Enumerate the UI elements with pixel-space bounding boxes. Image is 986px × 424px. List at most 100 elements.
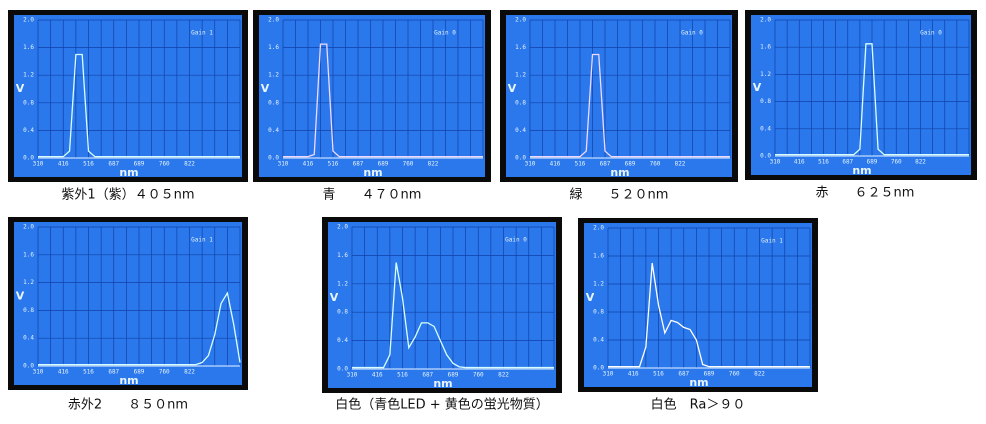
- gain-label: Gain 1: [191, 30, 213, 37]
- x-tick-label: 516: [653, 371, 664, 378]
- spectrum-line: [352, 262, 554, 369]
- caption: 青 ４７０nm: [323, 188, 422, 203]
- spectrum-line: [283, 43, 483, 158]
- x-tick-label: 416: [58, 369, 69, 376]
- y-tick-label: 0.0: [23, 155, 34, 162]
- y-tick-label: 1.6: [593, 253, 604, 260]
- x-tick-label: 687: [842, 159, 853, 166]
- spectrum-line: [608, 262, 810, 368]
- x-tick-label: 760: [159, 161, 170, 168]
- y-tick-label: 1.2: [268, 72, 279, 79]
- y-tick-label: 1.2: [593, 281, 604, 288]
- x-tick-label: 416: [303, 161, 314, 168]
- plot-area: [14, 222, 242, 385]
- x-tick-label: 760: [729, 371, 740, 378]
- y-tick-label: 2.0: [593, 225, 604, 232]
- y-tick-label: 1.6: [515, 44, 526, 51]
- x-tick-label: 687: [678, 371, 689, 378]
- x-tick-label: 310: [770, 159, 781, 166]
- caption: 赤外2 ８５０nm: [68, 398, 188, 413]
- plot-area: [328, 222, 556, 388]
- y-tick-label: 2.0: [23, 17, 34, 24]
- gain-label: Gain 0: [434, 30, 456, 37]
- y-tick-label: 1.2: [337, 280, 348, 287]
- x-tick-label: 822: [428, 161, 439, 168]
- caption: 緑 ５２０nm: [570, 188, 669, 203]
- x-tick-label: 822: [184, 161, 195, 168]
- y-tick-label: 0.8: [337, 309, 348, 316]
- x-axis-label: nm: [119, 166, 138, 179]
- y-tick-label: 0.8: [593, 309, 604, 316]
- y-tick-label: 0.8: [23, 307, 34, 314]
- y-tick-label: 0.0: [760, 153, 771, 160]
- x-tick-label: 310: [603, 371, 614, 378]
- x-tick-label: 689: [867, 159, 878, 166]
- y-axis-label: V: [16, 82, 25, 95]
- plot-area: [751, 15, 971, 175]
- y-tick-label: 0.4: [593, 337, 604, 344]
- x-tick-label: 416: [550, 161, 561, 168]
- x-tick-label: 310: [525, 161, 536, 168]
- y-tick-label: 1.6: [268, 44, 279, 51]
- x-axis-label: nm: [433, 377, 452, 390]
- x-tick-label: 516: [818, 159, 829, 166]
- y-tick-label: 0.0: [23, 363, 34, 370]
- x-tick-label: 310: [347, 372, 358, 379]
- x-tick-label: 689: [134, 369, 145, 376]
- x-axis-label: nm: [610, 166, 629, 179]
- chart-panel: 0.0 0.4 0.8 1.2 1.6 2.0 310 416 516 687 689 760 822 n…: [253, 10, 491, 203]
- y-tick-label: 1.2: [515, 72, 526, 79]
- y-tick-label: 1.6: [23, 44, 34, 51]
- x-axis-label: nm: [689, 376, 708, 389]
- x-tick-label: 416: [372, 372, 383, 379]
- y-axis-label: V: [753, 81, 762, 94]
- x-axis-label: nm: [852, 164, 871, 177]
- y-tick-label: 0.0: [268, 155, 279, 162]
- gain-label: Gain 0: [920, 30, 942, 37]
- gain-label: Gain 1: [761, 238, 783, 245]
- y-tick-label: 1.2: [23, 279, 34, 286]
- y-tick-label: 0.8: [515, 99, 526, 106]
- y-tick-label: 2.0: [23, 224, 34, 231]
- y-tick-label: 2.0: [268, 17, 279, 24]
- y-tick-label: 0.0: [337, 366, 348, 373]
- chart-panel: 0.0 0.4 0.8 1.2 1.6 2.0 310 416 516 687 689 760 822 n…: [8, 10, 248, 203]
- y-tick-label: 0.8: [268, 99, 279, 106]
- chart-panel: 0.0 0.4 0.8 1.2 1.6 2.0 310 416 516 687 689 760 822 n…: [322, 217, 562, 413]
- spectrum-line: [530, 53, 730, 158]
- x-tick-label: 310: [33, 161, 44, 168]
- y-tick-label: 0.4: [760, 125, 771, 132]
- y-tick-label: 1.2: [760, 71, 771, 78]
- x-tick-label: 689: [704, 371, 715, 378]
- y-tick-label: 0.8: [23, 99, 34, 106]
- x-tick-label: 687: [353, 161, 364, 168]
- y-tick-label: 1.2: [23, 72, 34, 79]
- caption: 赤 ６２５nm: [816, 186, 915, 201]
- plot-area: [584, 223, 812, 387]
- y-tick-label: 0.4: [337, 337, 348, 344]
- chart-panel: 0.0 0.4 0.8 1.2 1.6 2.0 310 416 516 687 689 760 822 n…: [500, 10, 738, 203]
- y-tick-label: 0.0: [593, 365, 604, 372]
- plot-area: [506, 15, 732, 177]
- caption: 白色 Ra＞９０: [651, 397, 746, 413]
- y-tick-label: 0.4: [515, 127, 526, 134]
- x-axis-label: nm: [119, 374, 138, 387]
- x-tick-label: 516: [397, 372, 408, 379]
- x-tick-label: 516: [575, 161, 586, 168]
- chart-panel: 0.0 0.4 0.8 1.2 1.6 2.0 310 416 516 687 689 760 822 n…: [745, 10, 977, 201]
- y-tick-label: 0.0: [515, 155, 526, 162]
- x-tick-label: 310: [278, 161, 289, 168]
- x-tick-label: 416: [794, 159, 805, 166]
- x-tick-label: 416: [628, 371, 639, 378]
- y-tick-label: 0.4: [23, 335, 34, 342]
- spectrum-line: [38, 53, 240, 158]
- x-tick-label: 822: [184, 369, 195, 376]
- y-tick-label: 0.4: [268, 127, 279, 134]
- y-axis-label: V: [16, 290, 25, 303]
- gain-label: Gain 1: [191, 237, 213, 244]
- x-tick-label: 516: [328, 161, 339, 168]
- y-tick-label: 1.6: [23, 251, 34, 258]
- y-axis-label: V: [586, 291, 595, 304]
- caption: 白色（青色LED + 黄色の蛍光物質）: [335, 397, 549, 413]
- gain-label: Gain 0: [505, 237, 527, 244]
